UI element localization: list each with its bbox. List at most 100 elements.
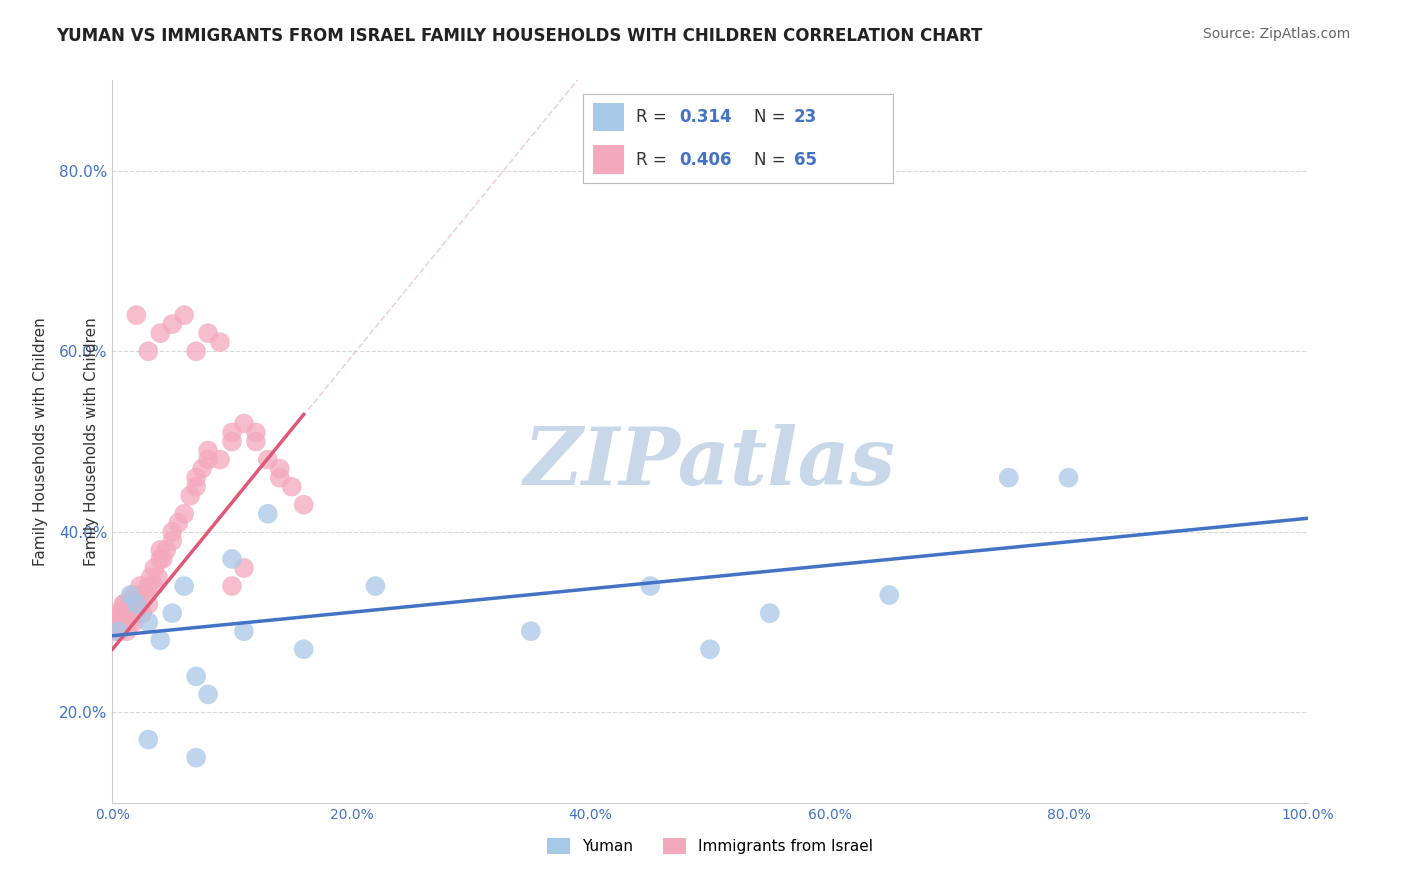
Text: 0.314: 0.314 xyxy=(679,108,733,126)
Point xyxy=(131,606,153,620)
Point xyxy=(221,434,243,449)
Point xyxy=(138,344,160,359)
Point xyxy=(114,606,136,620)
Point xyxy=(640,579,662,593)
Point xyxy=(108,624,131,639)
Point xyxy=(245,425,267,440)
Point xyxy=(186,480,208,494)
Point xyxy=(197,443,219,458)
Bar xyxy=(593,103,624,131)
Point xyxy=(149,326,172,340)
Point xyxy=(155,542,177,557)
Point xyxy=(134,588,156,602)
Point xyxy=(173,507,195,521)
Point xyxy=(125,597,148,611)
Point xyxy=(179,489,201,503)
Point xyxy=(209,335,232,350)
Point xyxy=(173,579,195,593)
Point xyxy=(129,579,152,593)
Point xyxy=(699,642,721,657)
Point xyxy=(114,615,135,630)
Point xyxy=(998,470,1021,484)
Point xyxy=(197,326,219,340)
Point xyxy=(138,597,160,611)
Point xyxy=(281,480,304,494)
Bar xyxy=(593,145,624,174)
Point xyxy=(146,570,169,584)
Point xyxy=(186,750,208,764)
Point xyxy=(143,579,166,593)
Point xyxy=(107,615,129,630)
Point xyxy=(173,308,195,322)
Point xyxy=(209,452,232,467)
Point xyxy=(125,588,148,602)
Point xyxy=(186,344,208,359)
Point xyxy=(257,452,280,467)
Point xyxy=(112,597,135,611)
Point xyxy=(115,624,138,639)
Point xyxy=(117,606,139,620)
Text: 23: 23 xyxy=(794,108,817,126)
Point xyxy=(162,317,183,331)
Point xyxy=(149,542,172,557)
Text: Source: ZipAtlas.com: Source: ZipAtlas.com xyxy=(1202,27,1350,41)
Point xyxy=(221,425,243,440)
Point xyxy=(879,588,901,602)
Point xyxy=(120,588,142,602)
Point xyxy=(197,452,219,467)
Point xyxy=(138,732,160,747)
Text: 0.406: 0.406 xyxy=(679,151,733,169)
Point xyxy=(143,561,166,575)
Point xyxy=(121,588,143,602)
Point xyxy=(118,615,141,630)
Point xyxy=(221,552,243,566)
Point xyxy=(111,615,134,630)
Point xyxy=(759,606,782,620)
Point xyxy=(107,624,129,639)
Point xyxy=(162,524,183,539)
Point xyxy=(105,606,128,620)
Point xyxy=(149,633,172,648)
Text: 65: 65 xyxy=(794,151,817,169)
Text: N =: N = xyxy=(754,151,790,169)
Point xyxy=(139,570,162,584)
Point xyxy=(292,642,315,657)
Text: R =: R = xyxy=(636,108,672,126)
Text: YUMAN VS IMMIGRANTS FROM ISRAEL FAMILY HOUSEHOLDS WITH CHILDREN CORRELATION CHAR: YUMAN VS IMMIGRANTS FROM ISRAEL FAMILY H… xyxy=(56,27,983,45)
Text: ZIPatlas: ZIPatlas xyxy=(524,425,896,502)
Point xyxy=(122,615,145,630)
Point xyxy=(110,606,132,620)
Point xyxy=(149,552,172,566)
Point xyxy=(233,561,256,575)
Point xyxy=(221,579,243,593)
Text: R =: R = xyxy=(636,151,672,169)
Point xyxy=(233,624,256,639)
Point xyxy=(186,669,208,683)
Point xyxy=(121,606,143,620)
Point xyxy=(269,470,291,484)
Point xyxy=(104,624,127,639)
Point xyxy=(197,687,219,701)
Point xyxy=(269,461,291,475)
Point xyxy=(245,434,267,449)
Point xyxy=(138,615,160,630)
Point xyxy=(191,461,214,475)
Point xyxy=(138,579,160,593)
Point xyxy=(114,597,135,611)
Text: N =: N = xyxy=(754,108,790,126)
Point xyxy=(167,516,190,530)
Point xyxy=(292,498,315,512)
Point xyxy=(520,624,543,639)
Point xyxy=(125,308,148,322)
Point xyxy=(162,606,183,620)
Point xyxy=(120,597,142,611)
Point xyxy=(186,470,208,484)
Point xyxy=(364,579,387,593)
Point xyxy=(257,507,280,521)
Point xyxy=(125,606,148,620)
Point xyxy=(127,597,149,611)
Point xyxy=(1057,470,1080,484)
Legend: Yuman, Immigrants from Israel: Yuman, Immigrants from Israel xyxy=(540,832,880,860)
Point xyxy=(105,615,128,630)
Point xyxy=(233,417,256,431)
